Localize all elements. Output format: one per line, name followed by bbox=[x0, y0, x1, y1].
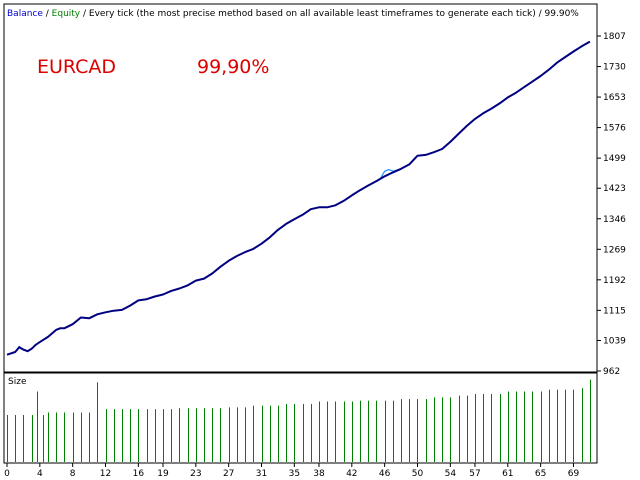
y-tick-label: 1576 bbox=[603, 124, 626, 134]
x-tick-label: 61 bbox=[502, 469, 513, 479]
balance-line bbox=[6, 40, 591, 356]
x-tick-label: 42 bbox=[346, 469, 357, 479]
y-tick-label: 1039 bbox=[603, 336, 626, 346]
x-axis: 0 4 8 12 16 19 23 27 31 35 38 42 46 50 54 57 61 65 69 bbox=[4, 463, 579, 479]
x-tick-label: 38 bbox=[313, 469, 325, 479]
y-tick-label: 1653 bbox=[603, 93, 626, 103]
legend-balance-label: Balance bbox=[7, 9, 43, 19]
x-tick-label: 4 bbox=[37, 469, 43, 479]
x-tick-label: 8 bbox=[70, 469, 76, 479]
x-tick-label: 65 bbox=[535, 469, 546, 479]
y-tick-label: 962 bbox=[603, 367, 620, 377]
size-bars bbox=[7, 379, 591, 462]
y-tick-label: 1807 bbox=[603, 32, 626, 42]
x-tick-label: 16 bbox=[133, 469, 145, 479]
x-tick-label: 46 bbox=[379, 469, 391, 479]
y-tick-label: 1730 bbox=[603, 63, 626, 73]
y-tick-label: 1192 bbox=[603, 276, 626, 286]
x-tick-label: 27 bbox=[223, 469, 234, 479]
series-lines bbox=[6, 40, 591, 356]
legend-separator: / bbox=[536, 9, 545, 19]
x-tick-label: 23 bbox=[190, 469, 201, 479]
symbol-label: EURCAD bbox=[37, 56, 116, 78]
x-tick-label: 35 bbox=[289, 469, 300, 479]
x-tick-label: 0 bbox=[4, 469, 10, 479]
legend-separator: / bbox=[80, 9, 89, 19]
size-panel-frame bbox=[3, 372, 598, 464]
legend-equity-label: Equity bbox=[52, 9, 81, 19]
y-tick-label: 1115 bbox=[603, 306, 626, 316]
size-panel-label: Size bbox=[8, 377, 27, 387]
y-tick-label: 1423 bbox=[603, 184, 626, 194]
legend-separator: / bbox=[43, 9, 52, 19]
x-tick-label: 57 bbox=[469, 469, 480, 479]
modelling-quality: 99.90% bbox=[545, 9, 580, 19]
test-method-description: Every tick (the most precise method base… bbox=[89, 9, 536, 19]
x-tick-label: 69 bbox=[568, 469, 580, 479]
chart-header: Balance / Equity / Every tick (the most … bbox=[7, 9, 579, 19]
y-tick-label: 1269 bbox=[603, 245, 626, 255]
x-tick-label: 19 bbox=[157, 469, 169, 479]
x-tick-label: 31 bbox=[256, 469, 267, 479]
y-axis: 1807 1730 1653 1576 1499 1423 1346 1269 1192 1115… bbox=[597, 32, 626, 377]
quality-label: 99,90% bbox=[197, 56, 269, 78]
x-tick-label: 12 bbox=[100, 469, 111, 479]
x-tick-label: 54 bbox=[445, 469, 457, 479]
x-tick-label: 50 bbox=[412, 469, 424, 479]
y-tick-label: 1346 bbox=[603, 215, 626, 225]
y-tick-label: 1499 bbox=[603, 154, 626, 164]
